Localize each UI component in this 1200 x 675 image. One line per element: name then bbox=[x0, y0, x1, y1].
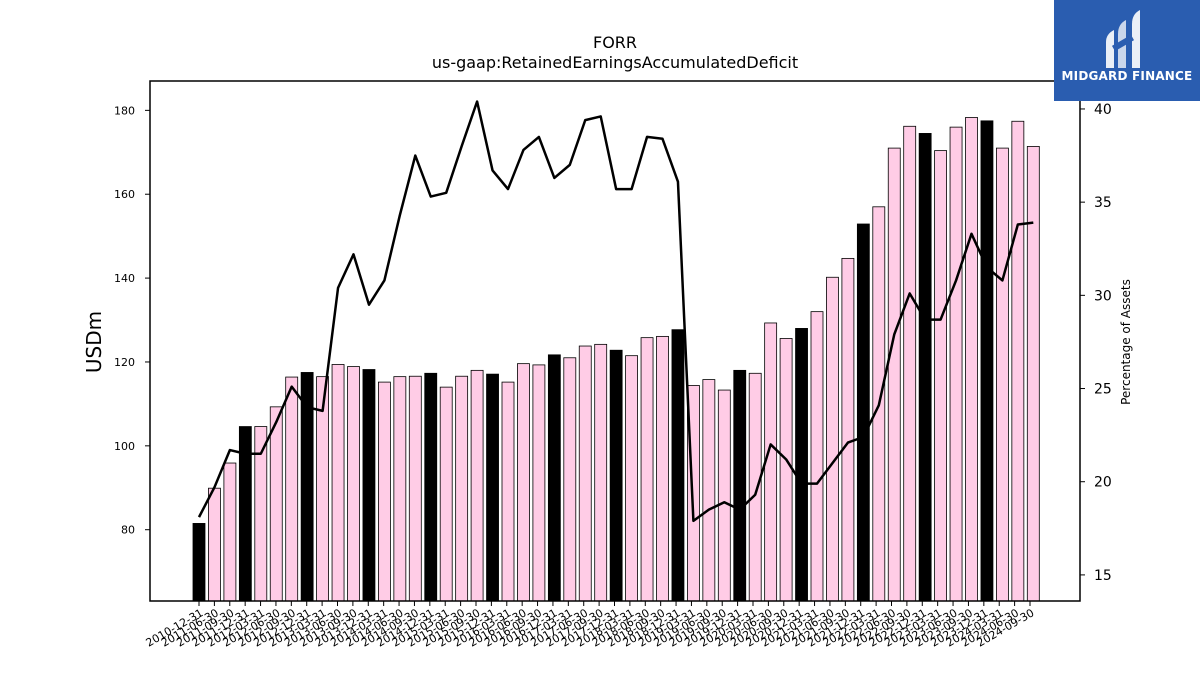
bar bbox=[532, 364, 546, 602]
bar bbox=[733, 369, 747, 602]
bar bbox=[594, 343, 608, 602]
bar bbox=[949, 126, 963, 602]
bar bbox=[285, 376, 299, 602]
bar bbox=[609, 349, 623, 602]
y2-tick-label: 30 bbox=[1094, 288, 1112, 304]
bar bbox=[517, 363, 530, 602]
y-axis: 80 100 120 140 160 180 bbox=[114, 104, 150, 537]
y2-axis-label: Percentage of Assets bbox=[1119, 279, 1133, 405]
bar bbox=[362, 369, 376, 602]
bar bbox=[918, 133, 932, 602]
y2-tick-label: 25 bbox=[1094, 382, 1112, 398]
y2-tick-label: 15 bbox=[1094, 568, 1112, 584]
bar bbox=[377, 381, 391, 602]
bar bbox=[795, 328, 808, 602]
y-tick-label: 160 bbox=[114, 188, 135, 201]
bar bbox=[393, 376, 407, 602]
bar bbox=[841, 257, 855, 602]
percentage-line bbox=[197, 100, 1034, 523]
bar bbox=[640, 337, 654, 602]
bar bbox=[810, 311, 824, 602]
chart-title: FORR bbox=[593, 33, 637, 52]
plot-frame bbox=[149, 80, 1081, 602]
brand-name: MIDGARD FINANCE bbox=[1061, 69, 1193, 83]
x-axis: 2010-12-312011-06-302011-09-302011-12-31… bbox=[144, 601, 1037, 650]
chart-subtitle: us-gaap:RetainedEarningsAccumulatedDefic… bbox=[432, 53, 798, 72]
bar bbox=[470, 369, 484, 602]
bar bbox=[856, 223, 870, 602]
bar bbox=[980, 120, 994, 602]
y-axis-label: USDm bbox=[82, 311, 106, 373]
bar bbox=[702, 379, 716, 602]
bar bbox=[547, 354, 561, 602]
y-tick-label: 100 bbox=[114, 440, 135, 453]
bar bbox=[887, 147, 901, 602]
y2-tick-label: 35 bbox=[1094, 195, 1112, 211]
bar bbox=[439, 386, 453, 602]
y-tick-label: 80 bbox=[121, 524, 135, 537]
bar bbox=[625, 355, 638, 602]
bar bbox=[1011, 120, 1025, 602]
bar bbox=[408, 375, 422, 602]
bar bbox=[671, 329, 685, 602]
brand-logo: MIDGARD FINANCE bbox=[1054, 0, 1200, 101]
logo-mark-icon bbox=[1106, 10, 1140, 68]
bar bbox=[965, 117, 978, 602]
bar bbox=[347, 366, 360, 602]
y2-tick-label: 40 bbox=[1094, 102, 1112, 118]
bar bbox=[656, 335, 669, 602]
bar bbox=[424, 372, 438, 602]
bar bbox=[208, 487, 221, 602]
y2-tick-label: 20 bbox=[1094, 475, 1112, 491]
y-tick-label: 140 bbox=[114, 272, 135, 285]
bar bbox=[748, 372, 762, 602]
bar bbox=[826, 276, 839, 602]
bar bbox=[779, 338, 793, 602]
bar bbox=[192, 523, 206, 602]
bar bbox=[996, 147, 1009, 602]
bar bbox=[1026, 146, 1040, 602]
bar bbox=[717, 389, 731, 602]
bar bbox=[578, 345, 592, 602]
y-tick-label: 180 bbox=[114, 104, 135, 117]
bar bbox=[563, 357, 577, 602]
bar bbox=[934, 150, 947, 602]
bar bbox=[501, 381, 515, 602]
bar bbox=[455, 375, 469, 602]
bar bbox=[331, 364, 345, 602]
y2-axis: 15 20 25 30 35 40 bbox=[1080, 102, 1112, 584]
bar bbox=[903, 125, 917, 602]
line-series bbox=[197, 100, 1034, 523]
bar bbox=[269, 406, 283, 602]
bar bbox=[223, 462, 237, 602]
y-tick-label: 120 bbox=[114, 356, 135, 369]
bar bbox=[486, 373, 499, 602]
